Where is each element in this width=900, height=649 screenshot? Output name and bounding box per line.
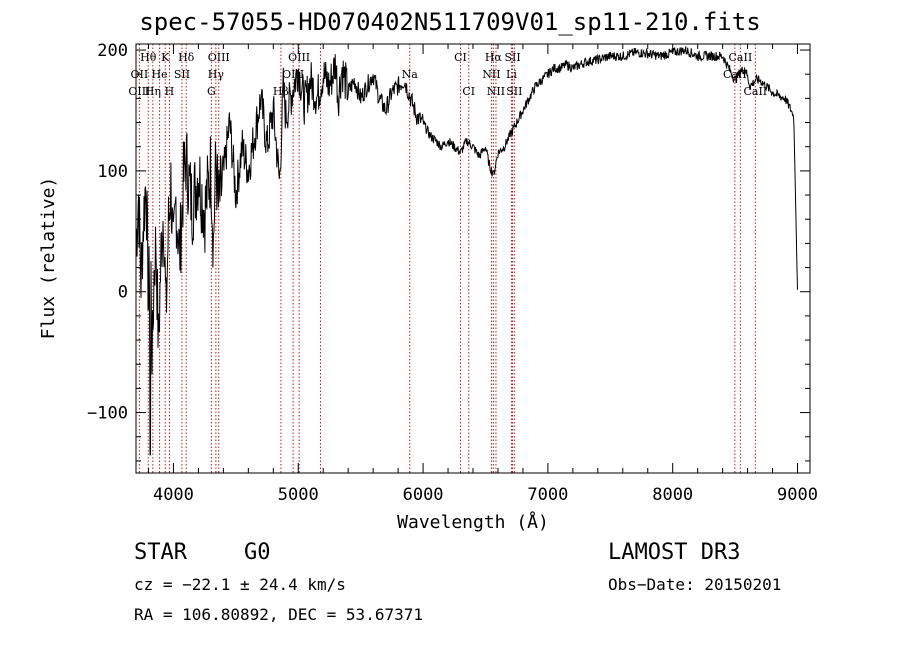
survey-name: LAMOST DR3 xyxy=(608,540,741,565)
line-label-16: Li xyxy=(506,68,517,81)
chart-title: spec-57055-HD070402N511709V01_sp11-210.f… xyxy=(139,8,761,36)
object-subclass: G0 xyxy=(244,540,271,565)
y-tick-label-1: 0 xyxy=(118,283,128,303)
x-axis-label: Wavelength (Å) xyxy=(397,511,549,533)
line-label-8: CaII xyxy=(729,51,753,64)
line-label-22: Hβ xyxy=(273,85,289,98)
line-label-0: Hθ xyxy=(140,51,157,64)
line-label-7: SII xyxy=(504,51,520,64)
y-tick-labels: −100 0 100 200 xyxy=(87,41,128,424)
line-label-20: H xyxy=(165,85,175,98)
line-label-19: Hη xyxy=(145,85,161,98)
redshift-line: cz = −22.1 ± 24.4 km/s xyxy=(134,575,346,594)
line-label-26: CaII xyxy=(743,85,767,98)
coordinates: RA = 106.80892, DEC = 53.67371 xyxy=(134,605,423,624)
x-tick-label-0: 4000 xyxy=(153,485,194,505)
line-label-15: NII xyxy=(482,68,500,81)
y-tick-label-3: 200 xyxy=(97,41,128,61)
y-axis-label: Flux (relative) xyxy=(38,177,59,340)
line-label-12: Hγ xyxy=(208,68,225,81)
line-label-14: Na xyxy=(402,68,419,81)
line-label-25: SII xyxy=(506,85,522,98)
line-label-21: G xyxy=(207,85,216,98)
axis-ticks xyxy=(136,44,810,473)
object-class: STAR xyxy=(134,540,187,565)
spectrum-line xyxy=(135,46,798,456)
line-label-6: Hα xyxy=(485,51,503,64)
line-label-3: OIII xyxy=(208,51,230,64)
line-label-9: OII xyxy=(131,68,149,81)
line-label-1: K xyxy=(161,51,170,64)
line-label-13: OIII xyxy=(282,68,304,81)
y-tick-label-2: 100 xyxy=(97,162,128,182)
line-markers xyxy=(138,44,756,473)
line-label-5: CI xyxy=(454,51,467,64)
x-tick-label-2: 6000 xyxy=(403,485,444,505)
line-label-11: SII xyxy=(174,68,190,81)
line-label-2: Hδ xyxy=(178,51,195,64)
line-label-10: He xyxy=(152,68,168,81)
line-label-24: NII xyxy=(487,85,505,98)
line-label-18: OIII xyxy=(128,85,150,98)
obs-date: Obs−Date: 20150201 xyxy=(608,575,782,594)
line-label-17: CaII xyxy=(723,68,747,81)
x-tick-label-1: 5000 xyxy=(278,485,319,505)
plot-frame xyxy=(135,43,811,474)
line-label-23: CI xyxy=(462,85,475,98)
x-tick-label-4: 8000 xyxy=(652,485,693,505)
x-tick-label-5: 9000 xyxy=(777,485,818,505)
spectrum-series xyxy=(135,46,798,456)
x-tick-label-3: 7000 xyxy=(527,485,568,505)
y-tick-label-0: −100 xyxy=(87,404,128,424)
x-tick-labels: 4000 5000 6000 7000 8000 9000 xyxy=(153,485,818,505)
line-label-4: OIII xyxy=(288,51,310,64)
